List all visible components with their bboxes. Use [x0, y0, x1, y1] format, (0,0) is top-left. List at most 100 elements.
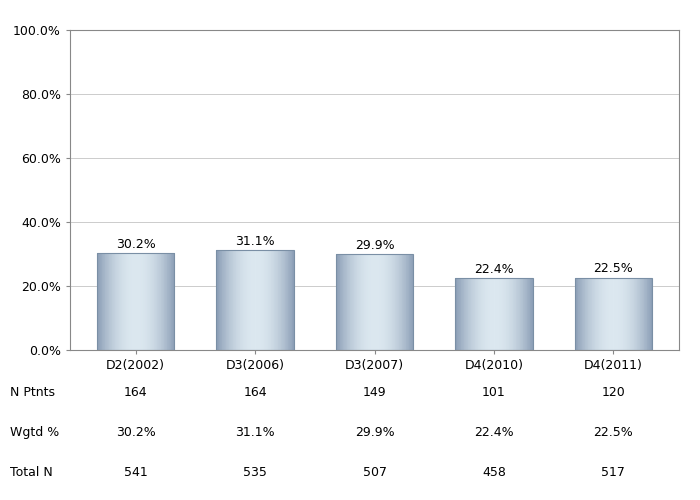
- Bar: [240, 250, 241, 350]
- Bar: [614, 278, 615, 350]
- Bar: [410, 254, 411, 350]
- Text: 30.2%: 30.2%: [116, 426, 155, 439]
- Bar: [245, 250, 246, 350]
- Bar: [350, 254, 351, 350]
- Bar: [363, 254, 364, 350]
- Bar: [633, 278, 634, 350]
- Bar: [265, 250, 266, 350]
- Bar: [290, 250, 291, 350]
- Bar: [247, 250, 248, 350]
- Bar: [257, 250, 258, 350]
- Bar: [124, 254, 125, 350]
- Bar: [250, 250, 251, 350]
- Bar: [594, 278, 595, 350]
- Bar: [249, 250, 250, 350]
- Bar: [264, 250, 265, 350]
- Bar: [639, 278, 640, 350]
- Bar: [352, 254, 353, 350]
- Bar: [161, 254, 162, 350]
- Bar: [276, 250, 277, 350]
- Bar: [235, 250, 236, 350]
- Bar: [480, 278, 481, 350]
- Bar: [642, 278, 643, 350]
- Bar: [233, 250, 235, 350]
- Bar: [456, 278, 458, 350]
- Bar: [232, 250, 234, 350]
- Bar: [163, 254, 164, 350]
- Bar: [129, 254, 130, 350]
- Bar: [165, 254, 166, 350]
- Bar: [370, 254, 372, 350]
- Bar: [499, 278, 500, 350]
- Bar: [626, 278, 627, 350]
- Bar: [399, 254, 400, 350]
- Bar: [370, 254, 371, 350]
- Bar: [372, 254, 373, 350]
- Bar: [336, 254, 337, 350]
- Bar: [622, 278, 623, 350]
- Bar: [505, 278, 507, 350]
- Bar: [592, 278, 594, 350]
- Bar: [282, 250, 283, 350]
- Bar: [156, 254, 157, 350]
- Bar: [285, 250, 286, 350]
- Bar: [246, 250, 247, 350]
- Bar: [605, 278, 606, 350]
- Bar: [523, 278, 524, 350]
- Bar: [527, 278, 528, 350]
- Bar: [466, 278, 467, 350]
- Bar: [618, 278, 619, 350]
- Bar: [636, 278, 638, 350]
- Bar: [110, 254, 111, 350]
- Bar: [487, 278, 488, 350]
- Bar: [508, 278, 509, 350]
- Bar: [354, 254, 355, 350]
- Bar: [125, 254, 127, 350]
- Bar: [276, 250, 278, 350]
- Bar: [230, 250, 231, 350]
- Bar: [130, 254, 131, 350]
- Bar: [634, 278, 635, 350]
- Bar: [516, 278, 517, 350]
- Bar: [598, 278, 599, 350]
- Bar: [509, 278, 510, 350]
- Bar: [458, 278, 459, 350]
- Bar: [488, 278, 489, 350]
- Bar: [227, 250, 228, 350]
- Bar: [491, 278, 493, 350]
- Bar: [395, 254, 396, 350]
- Bar: [349, 254, 350, 350]
- Bar: [111, 254, 113, 350]
- Bar: [280, 250, 281, 350]
- Bar: [645, 278, 646, 350]
- Bar: [236, 250, 237, 350]
- Bar: [288, 250, 289, 350]
- Bar: [261, 250, 262, 350]
- Bar: [624, 278, 625, 350]
- Bar: [411, 254, 412, 350]
- Bar: [111, 254, 112, 350]
- Bar: [145, 254, 146, 350]
- Bar: [251, 250, 252, 350]
- Bar: [503, 278, 504, 350]
- Bar: [108, 254, 109, 350]
- Bar: [601, 278, 602, 350]
- Bar: [391, 254, 393, 350]
- Bar: [514, 278, 515, 350]
- Bar: [382, 254, 383, 350]
- Bar: [590, 278, 591, 350]
- Bar: [489, 278, 490, 350]
- Bar: [391, 254, 392, 350]
- Bar: [169, 254, 170, 350]
- Bar: [238, 250, 239, 350]
- Bar: [284, 250, 285, 350]
- Bar: [387, 254, 388, 350]
- Bar: [576, 278, 577, 350]
- Bar: [493, 278, 494, 350]
- Bar: [219, 250, 220, 350]
- Bar: [117, 254, 118, 350]
- Bar: [286, 250, 287, 350]
- Bar: [596, 278, 597, 350]
- Bar: [367, 254, 368, 350]
- Bar: [376, 254, 377, 350]
